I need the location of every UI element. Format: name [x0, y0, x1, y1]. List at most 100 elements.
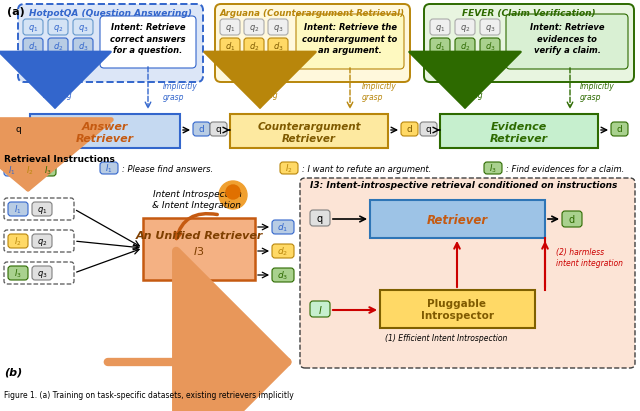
FancyBboxPatch shape: [8, 234, 28, 248]
FancyBboxPatch shape: [18, 4, 203, 82]
Text: q: q: [317, 214, 323, 224]
FancyBboxPatch shape: [244, 19, 264, 35]
FancyBboxPatch shape: [480, 38, 500, 54]
Text: Intent: Retrieve
evidences to
verify a claim.: Intent: Retrieve evidences to verify a c…: [530, 23, 604, 55]
Text: : Please find answers.: : Please find answers.: [122, 164, 213, 173]
FancyBboxPatch shape: [455, 19, 475, 35]
Text: Implicitly
grasp: Implicitly grasp: [163, 82, 198, 102]
Text: Retriever: Retriever: [426, 213, 488, 226]
FancyBboxPatch shape: [480, 19, 500, 35]
FancyBboxPatch shape: [430, 38, 450, 54]
Bar: [143, 218, 255, 280]
Text: $q_1$: $q_1$: [28, 23, 38, 34]
Text: Counterargument
Retriever: Counterargument Retriever: [257, 122, 361, 144]
FancyBboxPatch shape: [310, 210, 330, 226]
Text: (b): (b): [4, 367, 22, 377]
FancyBboxPatch shape: [455, 38, 475, 54]
Bar: [380, 290, 535, 328]
Text: Answer
Retriever: Answer Retriever: [76, 122, 134, 144]
Text: $I_3$: $I_3$: [14, 268, 22, 280]
FancyBboxPatch shape: [32, 202, 52, 216]
Text: FEVER (Claim Verification): FEVER (Claim Verification): [462, 9, 596, 18]
FancyBboxPatch shape: [215, 4, 410, 82]
FancyBboxPatch shape: [10, 122, 27, 136]
FancyBboxPatch shape: [8, 202, 28, 216]
FancyBboxPatch shape: [193, 122, 210, 136]
FancyBboxPatch shape: [272, 220, 294, 234]
Text: HotpotQA (Question Answering): HotpotQA (Question Answering): [29, 9, 192, 18]
FancyBboxPatch shape: [401, 122, 418, 136]
Text: $q_3$: $q_3$: [273, 23, 284, 34]
Text: $q_3$: $q_3$: [484, 23, 495, 34]
FancyBboxPatch shape: [244, 38, 264, 54]
FancyBboxPatch shape: [4, 198, 74, 220]
Text: $q_2$: $q_2$: [52, 23, 63, 34]
FancyBboxPatch shape: [562, 211, 582, 227]
Text: $d_1$: $d_1$: [28, 41, 38, 53]
FancyBboxPatch shape: [4, 163, 20, 176]
Text: d: d: [616, 125, 622, 134]
FancyBboxPatch shape: [4, 262, 74, 284]
FancyBboxPatch shape: [32, 266, 52, 280]
Text: (2) harmless
intent integration: (2) harmless intent integration: [556, 248, 623, 268]
Text: : Find evidences for a claim.: : Find evidences for a claim.: [506, 164, 624, 173]
Text: Intent: Retrieve the
counterargument to
an argument.: Intent: Retrieve the counterargument to …: [302, 23, 397, 55]
FancyBboxPatch shape: [300, 178, 635, 368]
FancyBboxPatch shape: [484, 162, 502, 174]
Text: Training: Training: [453, 92, 484, 101]
Text: $q_3$: $q_3$: [36, 268, 47, 279]
Text: $q_2$: $q_2$: [249, 23, 259, 34]
FancyBboxPatch shape: [4, 230, 74, 252]
FancyBboxPatch shape: [48, 38, 68, 54]
FancyBboxPatch shape: [23, 19, 43, 35]
Text: q: q: [15, 125, 21, 134]
Text: $I_1$: $I_1$: [105, 163, 113, 175]
Text: Training: Training: [248, 92, 278, 101]
FancyBboxPatch shape: [210, 122, 227, 136]
Text: $q_2$: $q_2$: [36, 236, 47, 247]
Text: I3: Intent-introspective retrieval conditioned on instructions: I3: Intent-introspective retrieval condi…: [310, 182, 618, 191]
Text: $I_1$: $I_1$: [14, 204, 22, 216]
FancyBboxPatch shape: [611, 122, 628, 136]
Text: $d_3$: $d_3$: [273, 41, 284, 53]
FancyBboxPatch shape: [310, 301, 330, 317]
Text: Pluggable
Introspector: Pluggable Introspector: [420, 299, 493, 321]
Text: d: d: [406, 125, 412, 134]
Text: Retrieval Instructions: Retrieval Instructions: [4, 155, 115, 164]
Text: $I_2$: $I_2$: [285, 163, 293, 175]
FancyBboxPatch shape: [272, 244, 294, 258]
FancyBboxPatch shape: [506, 14, 628, 69]
Circle shape: [226, 185, 240, 199]
Text: Figure 1. (a) Training on task-specific datasets, existing retrievers implicitly: Figure 1. (a) Training on task-specific …: [4, 390, 294, 399]
FancyBboxPatch shape: [8, 266, 28, 280]
Bar: [30, 114, 180, 148]
Circle shape: [219, 181, 247, 209]
FancyBboxPatch shape: [73, 38, 93, 54]
Text: $I_1$: $I_1$: [8, 164, 16, 177]
Text: Training: Training: [42, 92, 72, 101]
FancyBboxPatch shape: [22, 163, 38, 176]
Text: $d_2$: $d_2$: [460, 41, 470, 53]
FancyBboxPatch shape: [100, 162, 118, 174]
Text: $d_2$: $d_2$: [52, 41, 63, 53]
FancyBboxPatch shape: [280, 162, 298, 174]
Bar: [230, 114, 388, 148]
FancyBboxPatch shape: [73, 19, 93, 35]
Text: Intent: Retrieve
correct answers
for a question.: Intent: Retrieve correct answers for a q…: [110, 23, 186, 55]
FancyBboxPatch shape: [100, 16, 196, 68]
Text: d: d: [198, 125, 204, 134]
Text: (a): (a): [7, 7, 25, 17]
FancyBboxPatch shape: [424, 4, 634, 82]
Text: $d_3$: $d_3$: [77, 41, 88, 53]
Text: Implicitly
grasp: Implicitly grasp: [362, 82, 397, 102]
Text: (1) Efficient Intent Introspection: (1) Efficient Intent Introspection: [385, 333, 508, 342]
Text: $d_2$: $d_2$: [249, 41, 259, 53]
Text: Intent Introspection
& Intent Integration: Intent Introspection & Intent Integratio…: [152, 190, 241, 210]
Text: $q_2$: $q_2$: [460, 23, 470, 34]
Text: q: q: [216, 125, 221, 134]
Text: q: q: [426, 125, 431, 134]
Text: $q_1$: $q_1$: [435, 23, 445, 34]
Text: Arguana (Counterargument Retrieval): Arguana (Counterargument Retrieval): [220, 9, 405, 18]
Text: $I_3$: $I_3$: [489, 163, 497, 175]
Bar: [440, 114, 598, 148]
